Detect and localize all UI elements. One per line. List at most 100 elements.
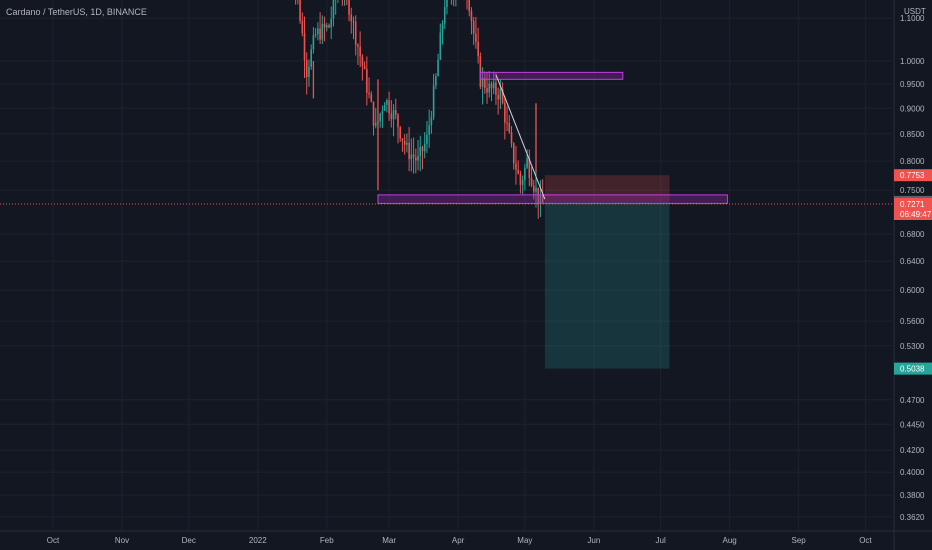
- candle-body: [319, 28, 321, 40]
- price-tick-label: 1.1000: [900, 14, 925, 23]
- trend-line: [495, 74, 546, 200]
- candle-body: [330, 18, 333, 28]
- candle-body: [305, 60, 308, 77]
- candle-body: [301, 21, 304, 34]
- candle-body: [537, 187, 540, 204]
- candle-body: [521, 179, 524, 185]
- candle-body: [530, 177, 533, 186]
- candle-body: [515, 163, 517, 170]
- candle-body: [524, 167, 526, 180]
- price-tick-label: 0.9500: [900, 80, 925, 89]
- stop-price-label-bg: [894, 169, 932, 182]
- price-tick-label: 0.4200: [900, 446, 925, 455]
- currency-label: USDT: [904, 7, 926, 16]
- candle-body: [432, 85, 435, 118]
- price-tick-label: 0.6400: [900, 257, 925, 266]
- price-tick-label: 0.8000: [900, 157, 925, 166]
- time-tick-label: Nov: [115, 536, 129, 545]
- last-price-bg: [894, 197, 932, 220]
- candle-body: [401, 138, 404, 141]
- candle-body: [472, 21, 475, 34]
- candle-body: [325, 25, 328, 28]
- candle-body: [532, 185, 535, 192]
- candle-body: [539, 195, 542, 204]
- candle-body: [501, 89, 504, 103]
- candle-body: [426, 134, 428, 144]
- time-tick-label: May: [517, 536, 532, 545]
- short-position-reward: [544, 201, 670, 369]
- candle-body: [490, 83, 493, 89]
- time-tick-label: Jun: [587, 536, 600, 545]
- target-price-label-bg: [894, 362, 932, 375]
- candle-body: [403, 140, 406, 145]
- candle-body: [308, 66, 310, 77]
- candle-body: [310, 49, 312, 67]
- candle-body: [439, 32, 442, 60]
- candle-body: [323, 23, 326, 28]
- candle-body: [354, 21, 357, 45]
- candle-body: [495, 82, 497, 95]
- candle-body: [386, 100, 388, 105]
- candle-body: [361, 56, 364, 67]
- candles-layer: [295, 0, 544, 219]
- candle-body: [441, 23, 444, 33]
- candle-body: [399, 127, 402, 139]
- candle-body: [475, 33, 477, 42]
- candle-body: [410, 154, 413, 160]
- candle-body: [350, 14, 353, 22]
- time-tick-label: Aug: [723, 536, 737, 545]
- candle-body: [394, 110, 397, 115]
- candle-body: [328, 25, 330, 28]
- symbol-title: Cardano / TetherUS, 1D, BINANCE: [6, 7, 147, 17]
- candle-body: [468, 0, 471, 12]
- time-tick-label: Jul: [656, 536, 666, 545]
- candle-body: [517, 169, 519, 174]
- price-tick-label: 0.4450: [900, 420, 925, 429]
- candle-body: [486, 88, 488, 93]
- candle-body: [512, 143, 515, 164]
- price-tick-label: 0.7500: [900, 186, 925, 195]
- candle-body: [528, 158, 531, 178]
- candle-body: [299, 0, 301, 22]
- symbol-title-text: Cardano / TetherUS, 1D, BINANCE: [6, 7, 147, 17]
- price-tick-label: 0.6800: [900, 230, 925, 239]
- candle-body: [352, 21, 355, 23]
- candle-body: [497, 94, 499, 100]
- target-price-label: 0.5038: [900, 365, 925, 374]
- candle-body: [366, 68, 368, 93]
- candle-body: [519, 173, 522, 185]
- candle-body: [421, 146, 424, 152]
- candle-body: [435, 76, 437, 86]
- candle-body: [408, 142, 410, 160]
- candle-body: [412, 154, 415, 158]
- candle-body: [446, 0, 448, 8]
- candle-body: [317, 28, 319, 35]
- price-tick-label: 0.4700: [900, 396, 925, 405]
- candle-body: [390, 113, 393, 120]
- candle-body: [415, 157, 417, 161]
- price-tick-label: 0.6000: [900, 286, 925, 295]
- candle-body: [428, 125, 430, 135]
- candle-body: [499, 89, 502, 100]
- time-axis: Oct Nov Dec 2022 Feb Mar Apr May Jun Jul Aug Sep Oct: [47, 536, 873, 545]
- candle-body: [417, 155, 419, 161]
- support-zone: [377, 194, 728, 204]
- candle-body: [443, 7, 446, 24]
- resistance-zone: [479, 71, 624, 80]
- time-tick-label: Sep: [792, 536, 807, 545]
- candle-body: [510, 132, 513, 144]
- candle-body: [392, 110, 395, 120]
- candle-body: [470, 11, 473, 22]
- candle-body: [372, 101, 375, 126]
- stop-price-label: 0.7753: [900, 171, 925, 180]
- candle-body: [508, 122, 511, 133]
- last-price-label: 0.7271: [900, 200, 925, 209]
- price-tick-label: 1.0000: [900, 57, 925, 66]
- candle-body: [312, 35, 315, 50]
- candle-body: [374, 122, 377, 126]
- candle-body: [430, 117, 433, 126]
- candle-body: [332, 0, 335, 19]
- time-tick-label: Oct: [47, 536, 60, 545]
